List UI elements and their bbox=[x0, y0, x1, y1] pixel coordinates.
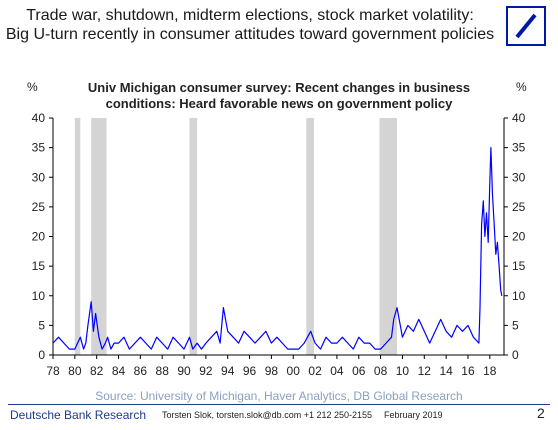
x-tick-labels: 78 80 82 84 86 88 90 92 94 96 98 00 02 04 06 08 10 12 14 16… bbox=[46, 364, 496, 378]
y-tick-label-left: 20 bbox=[32, 230, 46, 244]
x-tick-label: 00 bbox=[287, 364, 301, 378]
chart-axes bbox=[49, 117, 508, 359]
y-tick-label-left: 40 bbox=[32, 111, 46, 125]
x-tick-label: 90 bbox=[177, 364, 191, 378]
recession-band bbox=[74, 118, 81, 355]
x-tick-label: 80 bbox=[68, 364, 82, 378]
x-tick-label: 08 bbox=[374, 364, 388, 378]
footer-divider bbox=[8, 404, 550, 405]
chart-title: Univ Michigan consumer survey: Recent ch… bbox=[60, 80, 498, 112]
y-tick-labels: 0 0 5 5 10 10 15 15 20 20 25 25 30 30 35 35 40 40 bbox=[32, 111, 526, 362]
x-tick-label: 78 bbox=[46, 364, 60, 378]
y-tick-label-left: 10 bbox=[32, 289, 46, 303]
series-lines bbox=[52, 147, 503, 350]
y-tick-label-left: 30 bbox=[32, 170, 46, 184]
recession-band bbox=[379, 118, 397, 355]
slide-title-line-2: Big U-turn recently in consumer attitude… bbox=[5, 26, 495, 43]
recession-bands bbox=[74, 118, 397, 355]
y-tick-label-left: 25 bbox=[32, 200, 46, 214]
y-axis-unit-left: % bbox=[27, 80, 38, 94]
x-tick-label: 86 bbox=[134, 364, 148, 378]
y-tick-label-right: 30 bbox=[512, 170, 526, 184]
y-tick-label-left: 15 bbox=[32, 259, 46, 273]
x-tick-label: 14 bbox=[439, 364, 453, 378]
recession-band bbox=[91, 118, 107, 355]
y-tick-label-right: 10 bbox=[512, 289, 526, 303]
deutsche-bank-logo bbox=[506, 6, 546, 46]
slide-title: Trade war, shutdown, midterm elections, … bbox=[0, 6, 500, 44]
footer-brand: Deutsche Bank Research bbox=[10, 408, 147, 422]
x-tick-label: 06 bbox=[352, 364, 366, 378]
x-tick-label: 10 bbox=[396, 364, 410, 378]
footer-date: February 2019 bbox=[384, 410, 443, 420]
x-tick-label: 84 bbox=[112, 364, 126, 378]
y-tick-label-right: 0 bbox=[512, 348, 519, 362]
x-tick-label: 82 bbox=[90, 364, 104, 378]
x-tick-label: 96 bbox=[243, 364, 257, 378]
page-number: 2 bbox=[537, 405, 545, 421]
x-tick-label: 12 bbox=[418, 364, 432, 378]
x-tick-label: 04 bbox=[330, 364, 344, 378]
recession-band bbox=[189, 118, 198, 355]
y-tick-label-left: 5 bbox=[38, 318, 45, 332]
x-tick-label: 18 bbox=[483, 364, 497, 378]
x-tick-label: 98 bbox=[265, 364, 279, 378]
series-line bbox=[52, 147, 503, 350]
x-tick-label: 88 bbox=[156, 364, 170, 378]
y-tick-label-right: 20 bbox=[512, 230, 526, 244]
deutsche-bank-slash-icon bbox=[515, 13, 537, 39]
slide-title-line-1: Trade war, shutdown, midterm elections, … bbox=[26, 7, 474, 24]
x-tick-label: 92 bbox=[199, 364, 213, 378]
x-tick-label: 94 bbox=[221, 364, 235, 378]
y-tick-label-left: 0 bbox=[38, 348, 45, 362]
y-tick-label-right: 35 bbox=[512, 141, 526, 155]
y-tick-label-right: 5 bbox=[512, 318, 519, 332]
chart-title-line-1: Univ Michigan consumer survey: Recent ch… bbox=[87, 80, 471, 95]
footer-author: Torsten Slok, torsten.slok@db.com +1 212… bbox=[162, 410, 373, 420]
source-note: Source: University of Michigan, Haver An… bbox=[95, 389, 463, 403]
x-tick-label: 16 bbox=[461, 364, 475, 378]
y-tick-label-right: 25 bbox=[512, 200, 526, 214]
y-tick-label-right: 40 bbox=[512, 111, 526, 125]
chart-title-line-2: conditions: Heard favorable news on gove… bbox=[105, 96, 453, 111]
recession-band bbox=[306, 118, 314, 355]
x-tick-label: 02 bbox=[308, 364, 322, 378]
y-tick-label-right: 15 bbox=[512, 259, 526, 273]
y-tick-label-left: 35 bbox=[32, 141, 46, 155]
y-axis-unit-right: % bbox=[516, 80, 527, 94]
